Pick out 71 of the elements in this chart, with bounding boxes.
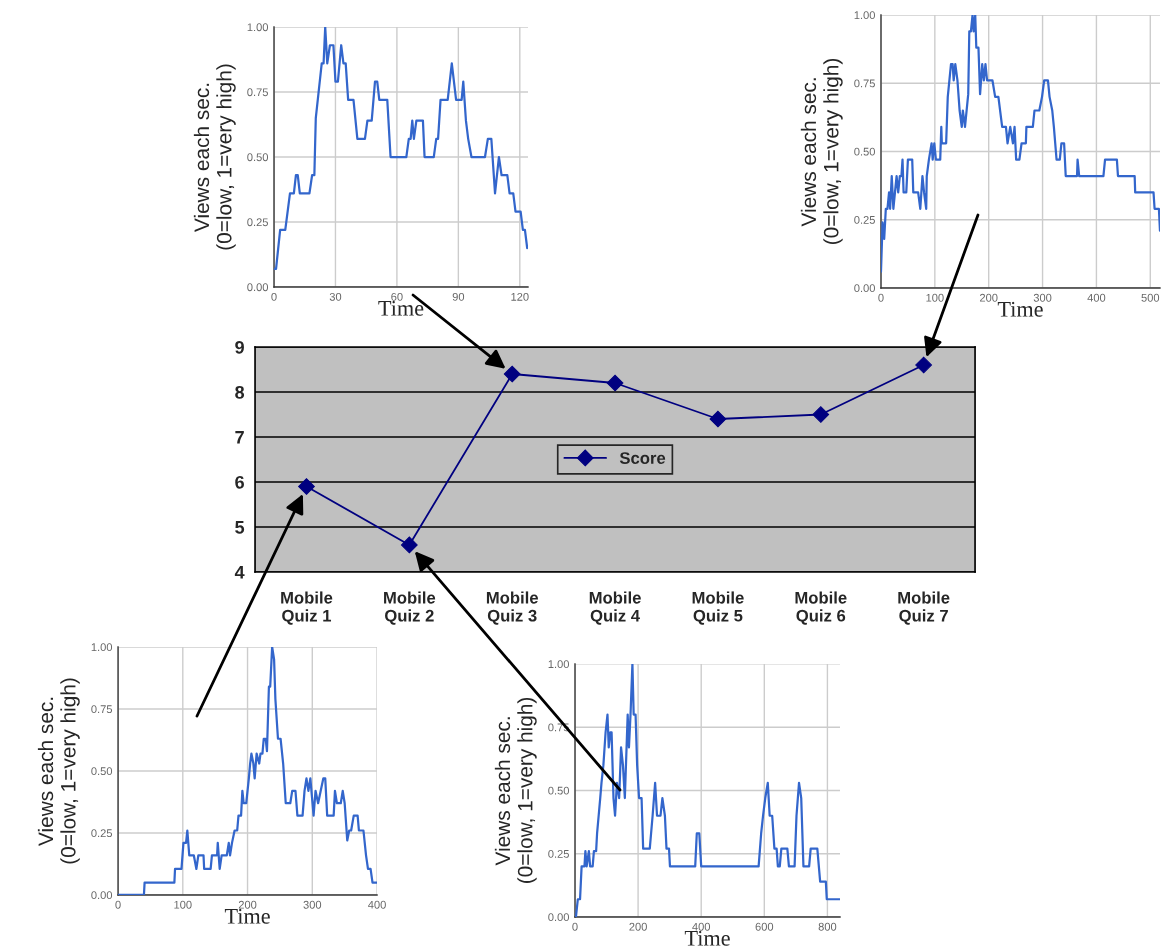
x-axis-title: Time — [224, 908, 270, 924]
x-tick-label: 300 — [303, 900, 322, 909]
y-tick-label: 0.25 — [548, 849, 569, 858]
line-series — [118, 646, 378, 895]
x-tick-label: 0 — [271, 292, 277, 301]
y-tick-label: 0.50 — [548, 786, 569, 795]
x-tick-label: 100 — [926, 293, 944, 302]
point — [606, 374, 624, 392]
x-tick-label: 120 — [511, 292, 529, 301]
x-tick-label: Mobile Quiz 1 — [281, 591, 333, 625]
y-tick-label: 1.00 — [247, 23, 269, 32]
y-tick-label: 5 — [235, 521, 245, 534]
y-tick-label: 0.25 — [247, 218, 268, 227]
y-tick-label: 0.50 — [91, 767, 113, 776]
x-tick-label: Mobile Quiz 6 — [795, 591, 847, 625]
x-tick-label: 600 — [755, 922, 774, 931]
x-tick-label: Mobile Quiz 7 — [898, 591, 950, 625]
y-tick-label: 0.00 — [548, 913, 569, 922]
x-tick-label: Mobile Quiz 5 — [692, 591, 744, 625]
y-axis-title: Views each sec. (0=low, 1=very high) — [193, 64, 236, 250]
point — [915, 356, 933, 374]
x-tick-label: 400 — [692, 922, 711, 931]
x-tick-label: 60 — [391, 292, 403, 301]
point — [709, 410, 727, 428]
x-tick-label: 400 — [368, 900, 386, 909]
legend-label: Score — [619, 452, 666, 464]
x-axis-title: Time — [684, 930, 730, 946]
y-tick-label: 8 — [235, 385, 245, 399]
y-tick-label: 4 — [234, 566, 245, 579]
x-tick-label: 0 — [572, 922, 578, 931]
y-tick-label: 0.75 — [91, 705, 113, 714]
y-tick-label: 1.00 — [91, 643, 113, 652]
point — [400, 536, 418, 554]
x-tick-label: Mobile Quiz 4 — [589, 591, 641, 625]
y-tick-label: 0.00 — [247, 283, 269, 292]
x-tick-label: Mobile Quiz 2 — [384, 591, 436, 625]
x-tick-label: 90 — [452, 292, 465, 301]
y-tick-label: 7 — [235, 431, 244, 444]
y-tick-label: 0.50 — [247, 153, 269, 162]
x-tick-label: 500 — [1141, 293, 1160, 302]
x-tick-label: 200 — [629, 922, 647, 931]
y-tick-label: 1.00 — [854, 11, 875, 20]
line-series — [574, 663, 841, 917]
y-tick-label: 6 — [235, 475, 244, 489]
y-tick-label: 0.25 — [91, 829, 113, 838]
y-tick-label: 0.75 — [247, 88, 268, 97]
x-tick-label: 30 — [329, 292, 342, 301]
y-tick-label: 0.75 — [854, 79, 875, 88]
point — [812, 406, 830, 423]
x-tick-label: 100 — [174, 900, 192, 909]
y-tick-label: 0.00 — [91, 891, 113, 900]
x-tick-label: 200 — [238, 900, 257, 909]
point — [503, 365, 521, 383]
y-tick-label: 0.00 — [854, 284, 875, 293]
x-tick-label: 200 — [979, 293, 998, 302]
x-tick-label: 0 — [115, 900, 121, 909]
x-axis-title: Time — [378, 300, 424, 316]
y-tick-label: 0.25 — [854, 215, 875, 224]
x-tick-label: 400 — [1087, 293, 1106, 302]
x-tick-label: 0 — [878, 293, 884, 302]
y-axis-title: Views each sec. (0=low, 1=very high) — [494, 697, 537, 883]
y-axis-title: Views each sec. (0=low, 1=very high) — [37, 678, 80, 864]
y-tick-label: 1.00 — [548, 660, 569, 669]
point — [298, 478, 315, 495]
y-tick-label: 0.50 — [854, 147, 875, 156]
x-axis-title: Time — [997, 301, 1043, 317]
x-tick-label: 800 — [818, 922, 837, 931]
y-axis-title: Views each sec. (0=low, 1=very high) — [800, 58, 843, 244]
x-tick-label: 300 — [1033, 293, 1052, 302]
y-tick-label: 9 — [235, 340, 244, 354]
x-tick-label: Mobile Quiz 3 — [486, 591, 539, 625]
